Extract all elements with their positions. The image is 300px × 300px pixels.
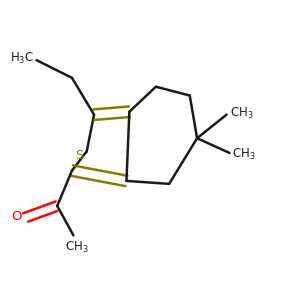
Text: CH$_3$: CH$_3$	[232, 147, 256, 162]
Text: O: O	[11, 210, 22, 223]
Text: S: S	[75, 149, 83, 162]
Text: H$_3$C: H$_3$C	[10, 51, 34, 66]
Text: CH$_3$: CH$_3$	[230, 106, 253, 121]
Text: CH$_3$: CH$_3$	[64, 240, 88, 255]
